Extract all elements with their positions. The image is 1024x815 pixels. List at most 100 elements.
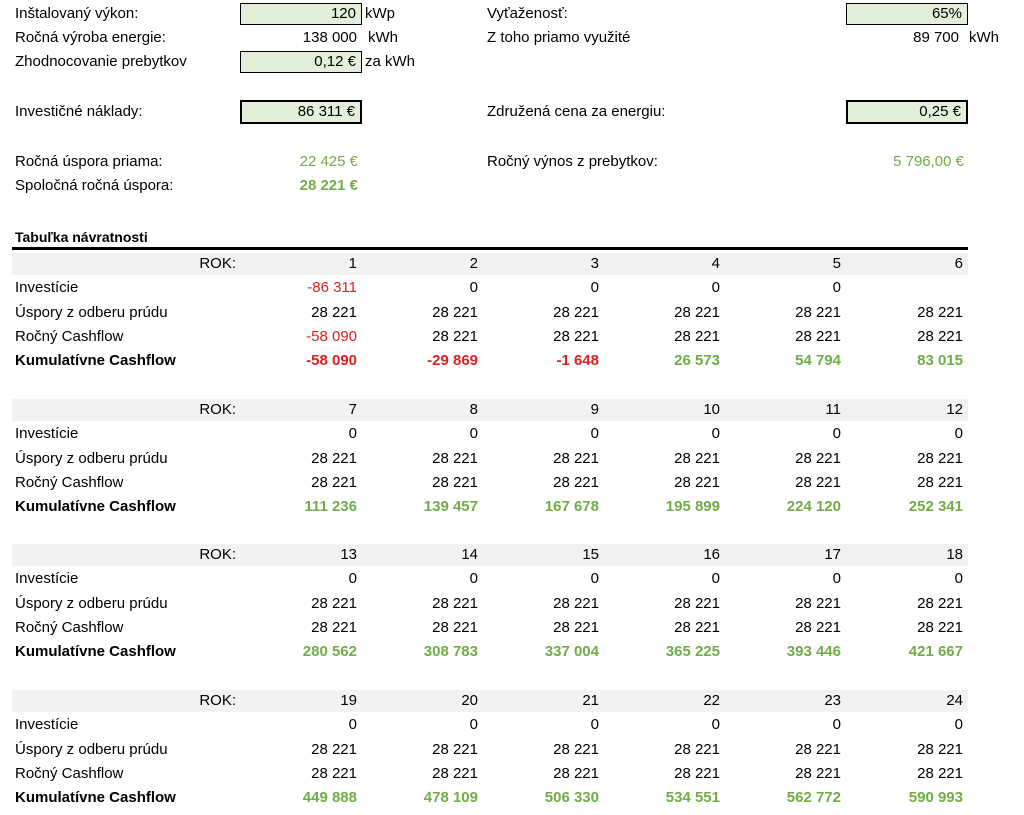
savings-cell: 28 221 (432, 740, 478, 758)
year-header-band (12, 253, 968, 275)
cashflow-cell: 28 221 (432, 327, 478, 345)
savings-cell: 28 221 (917, 303, 963, 321)
cumulative-cell: 478 109 (423, 789, 478, 807)
cashflow-cell: 28 221 (674, 327, 720, 345)
cashflow-cell: 28 221 (674, 473, 720, 491)
direct-saving-value: 22 425 € (299, 153, 358, 170)
savings-cell: 28 221 (432, 303, 478, 321)
savings-cell: 28 221 (674, 303, 720, 321)
cashflow-cell: 28 221 (795, 764, 841, 782)
year-cell: 10 (703, 401, 720, 418)
savings-cell: 28 221 (553, 303, 599, 321)
savings-cell: 28 221 (311, 303, 357, 321)
savings-cell: 28 221 (553, 449, 599, 467)
investment-cell: 0 (711, 716, 720, 734)
year-header-band (12, 399, 968, 421)
year-cell: 21 (582, 692, 599, 709)
year-cell: 16 (703, 546, 720, 563)
year-header-band (12, 690, 968, 712)
row-label-investment: Investície (15, 279, 79, 297)
cashflow-cell: 28 221 (553, 473, 599, 491)
row-label-savings: Úspory z odberu prúdu (15, 449, 168, 467)
investment-cell: 0 (954, 716, 963, 734)
investment-cell: 0 (590, 570, 599, 588)
investment-cell: 0 (711, 279, 720, 297)
total-saving-value: 28 221 € (299, 177, 358, 194)
row-label-cashflow: Ročný Cashflow (15, 473, 124, 491)
savings-cell: 28 221 (795, 594, 841, 612)
row-label-savings: Úspory z odberu prúdu (15, 303, 168, 321)
utilization-input[interactable]: 65% (846, 3, 968, 25)
year-cell: 9 (590, 401, 599, 418)
row-label-cumulative: Kumulatívne Cashflow (15, 643, 176, 661)
cumulative-cell: 139 457 (423, 498, 478, 516)
cumulative-cell: 111 236 (304, 498, 357, 516)
investment-cell: 0 (832, 279, 841, 297)
cumulative-cell: 54 794 (795, 352, 841, 370)
row-label-cashflow: Ročný Cashflow (15, 327, 124, 345)
cumulative-cell: 167 678 (544, 498, 599, 516)
total-saving-label: Spoločná ročná úspora: (15, 177, 174, 194)
cumulative-cell: 506 330 (544, 789, 599, 807)
year-cell: 23 (824, 692, 841, 709)
savings-cell: 28 221 (917, 449, 963, 467)
cashflow-cell: 28 221 (917, 473, 963, 491)
cashflow-cell: 28 221 (432, 764, 478, 782)
year-cell: 14 (461, 546, 478, 563)
cashflow-cell: 28 221 (432, 473, 478, 491)
annual-production-unit: kWh (368, 29, 398, 46)
cumulative-cell: 280 562 (302, 643, 357, 661)
year-cell: 7 (348, 401, 357, 418)
cumulative-cell: 224 120 (786, 498, 841, 516)
installed-power-unit: kWp (365, 5, 395, 22)
investment-costs-input[interactable]: 86 311 € (240, 100, 362, 124)
investment-cell: 0 (348, 716, 357, 734)
combined-price-input[interactable]: 0,25 € (846, 100, 968, 124)
row-label-cumulative: Kumulatívne Cashflow (15, 352, 176, 370)
cumulative-cell: 365 225 (665, 643, 720, 661)
cumulative-cell: 449 888 (302, 789, 357, 807)
installed-power-input[interactable]: 120 (240, 3, 362, 25)
year-cell: 5 (832, 255, 841, 272)
surplus-revenue-value: 5 796,00 € (893, 153, 964, 170)
cashflow-cell: 28 221 (674, 618, 720, 636)
year-cell: 22 (703, 692, 720, 709)
investment-cell: 0 (954, 570, 963, 588)
year-cell: 24 (946, 692, 963, 709)
direct-saving-label: Ročná úspora priama: (15, 153, 163, 170)
savings-cell: 28 221 (432, 449, 478, 467)
year-cell: 3 (590, 255, 599, 272)
savings-cell: 28 221 (795, 303, 841, 321)
cumulative-cell: -58 090 (306, 352, 357, 370)
investment-cell: 0 (469, 425, 478, 443)
cashflow-cell: 28 221 (311, 618, 357, 636)
utilization-label: Vyťaženosť: (487, 5, 568, 22)
investment-cell: 0 (711, 570, 720, 588)
year-cell: 6 (954, 255, 963, 272)
savings-cell: 28 221 (795, 740, 841, 758)
cashflow-cell: 28 221 (553, 327, 599, 345)
savings-cell: 28 221 (311, 449, 357, 467)
savings-cell: 28 221 (674, 594, 720, 612)
installed-power-label: Inštalovaný výkon: (15, 5, 139, 22)
savings-cell: 28 221 (674, 449, 720, 467)
cumulative-cell: 26 573 (674, 352, 720, 370)
year-label: ROK: (199, 546, 236, 563)
cumulative-cell: 562 772 (786, 789, 841, 807)
cashflow-cell: 28 221 (432, 618, 478, 636)
surplus-valuation-input[interactable]: 0,12 € (240, 51, 362, 73)
row-label-cashflow: Ročný Cashflow (15, 618, 124, 636)
savings-cell: 28 221 (917, 594, 963, 612)
investment-cell: 0 (348, 425, 357, 443)
investment-cell: 0 (832, 570, 841, 588)
year-cell: 17 (824, 546, 841, 563)
savings-cell: 28 221 (311, 740, 357, 758)
year-cell: 20 (461, 692, 478, 709)
investment-cell: 0 (348, 570, 357, 588)
payback-table-title: Tabuľka návratnosti (15, 229, 148, 245)
row-label-investment: Investície (15, 570, 79, 588)
investment-costs-label: Investičné náklady: (15, 103, 143, 120)
combined-price-label: Združená cena za energiu: (487, 103, 666, 120)
cumulative-cell: 195 899 (665, 498, 720, 516)
cumulative-cell: 252 341 (908, 498, 963, 516)
